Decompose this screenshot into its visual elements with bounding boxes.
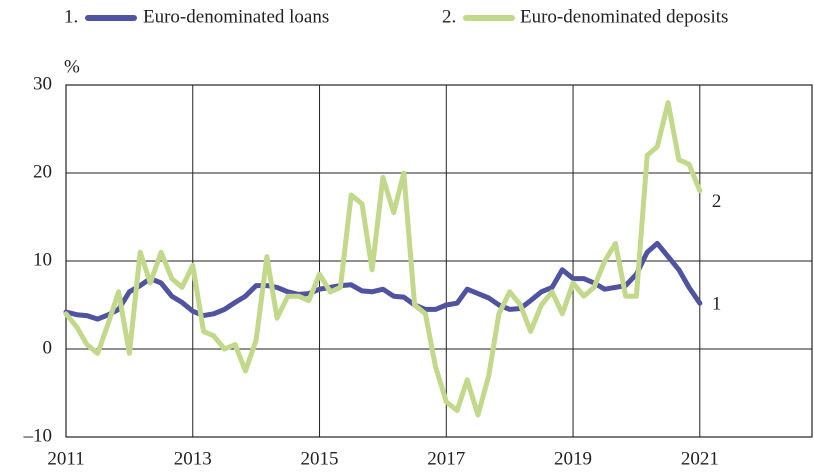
legend-number: 2.	[442, 6, 456, 27]
y-tick-label: 10	[33, 249, 52, 270]
legend-label: Euro-denominated loans	[143, 6, 329, 27]
x-tick-label: 2021	[681, 448, 719, 469]
series-line	[63, 100, 703, 418]
plot-frame	[65, 84, 813, 438]
x-tick-label: 2013	[174, 448, 212, 469]
x-tick-label: 2011	[47, 448, 84, 469]
y-tick-label: 0	[43, 337, 53, 358]
legend-label: Euro-denominated deposits	[520, 6, 728, 27]
series-end-label: 1	[712, 294, 722, 315]
legend-number: 1.	[64, 6, 78, 27]
x-tick-label: 2017	[427, 448, 465, 469]
y-axis-label: %	[64, 56, 80, 77]
x-tick-label: 2015	[301, 448, 339, 469]
y-tick-label: 30	[33, 73, 52, 94]
x-tick-label: 2019	[554, 448, 592, 469]
y-tick-label: –10	[23, 425, 53, 446]
series-end-label: 2	[712, 191, 722, 212]
y-tick-label: 20	[33, 161, 52, 182]
